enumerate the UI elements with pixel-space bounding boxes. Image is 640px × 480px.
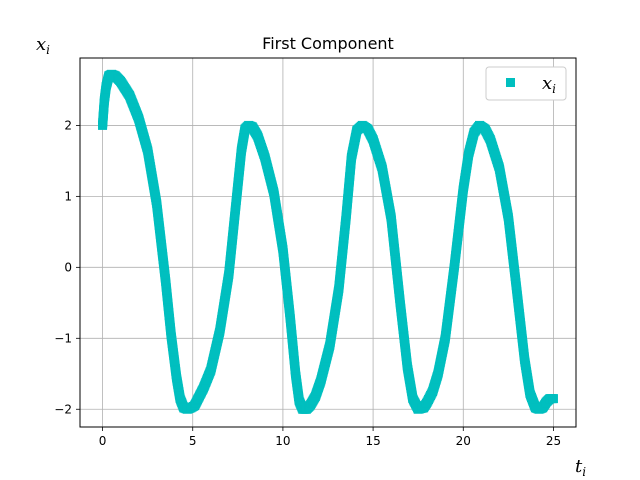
series-x-points xyxy=(98,69,558,414)
y-tick-label: 2 xyxy=(64,118,72,132)
y-tick-label: −2 xyxy=(54,402,72,416)
legend-label: xi xyxy=(542,73,556,96)
y-tick-label: 0 xyxy=(64,260,72,274)
x-axis-label-sub: i xyxy=(582,465,586,479)
x-axis-label-main: t xyxy=(575,456,583,477)
y-tick-label: −1 xyxy=(54,331,72,345)
legend-label-main: x xyxy=(542,73,552,94)
legend-label-sub: i xyxy=(552,82,556,96)
y-axis-label: xi xyxy=(36,34,50,57)
legend-box xyxy=(485,66,567,101)
legend: xi xyxy=(485,66,567,101)
x-axis-label: ti xyxy=(575,456,586,479)
series-layer xyxy=(98,69,558,414)
ticks: 0 5 10 15 20 25 −2 −1 0 1 2 xyxy=(54,118,561,448)
x-tick-label: 5 xyxy=(189,434,197,448)
y-axis-label-main: x xyxy=(36,34,46,55)
x-tick-label: 20 xyxy=(456,434,471,448)
data-point xyxy=(548,394,558,404)
chart-title: First Component xyxy=(262,34,394,53)
x-tick-label: 15 xyxy=(365,434,380,448)
x-tick-label: 10 xyxy=(275,434,290,448)
y-axis-label-sub: i xyxy=(46,43,50,57)
y-tick-label: 1 xyxy=(64,189,72,203)
x-tick-label: 0 xyxy=(99,434,107,448)
x-tick-label: 25 xyxy=(546,434,561,448)
plot-area-frame xyxy=(79,57,577,428)
legend-marker xyxy=(506,78,515,87)
